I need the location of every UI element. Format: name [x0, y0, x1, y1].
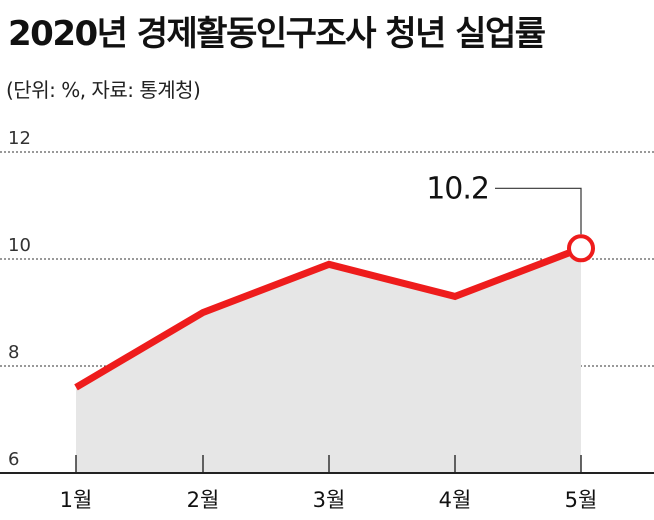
x-tick-label: 4월: [439, 488, 472, 512]
series-line: [74, 245, 583, 391]
y-tick-label: 12: [8, 128, 31, 149]
x-tick-label: 2월: [187, 488, 220, 512]
x-tick-label: 5월: [565, 488, 598, 512]
x-tick-marks: [75, 455, 582, 473]
chart-title: 2020년 경제활동인구조사 청년 실업률: [8, 14, 546, 54]
y-tick-label: 6: [8, 449, 19, 470]
callout-label: 10.2: [426, 171, 489, 206]
chart-subtitle: (단위: %, 자료: 통계청): [6, 78, 201, 102]
x-tick-label: 1월: [60, 488, 93, 512]
y-tick-label: 8: [8, 342, 19, 363]
y-tick-labels: 12 10 8 6: [8, 128, 31, 470]
callout-leader-line: [495, 187, 582, 235]
callout: 10.2: [426, 171, 595, 263]
x-tick-label: 3월: [313, 488, 346, 512]
highlight-point-marker: [567, 234, 595, 263]
x-tick-labels: 1월 2월 3월 4월 5월: [60, 488, 598, 512]
area-fill: [76, 248, 581, 473]
y-tick-label: 10: [8, 235, 31, 256]
